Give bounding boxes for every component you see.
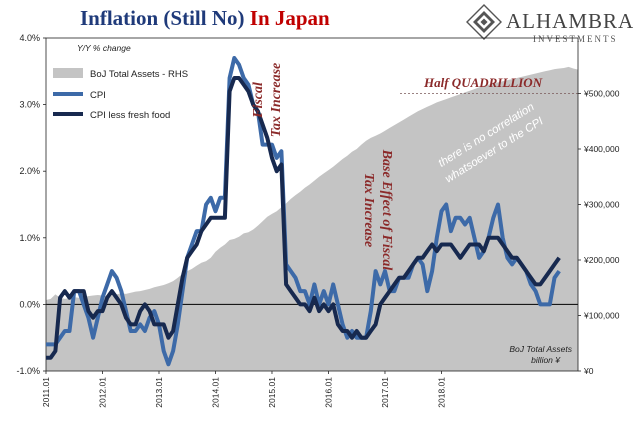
y-tick-label: 0.0% — [19, 299, 40, 309]
annotation-half-quadrillion: Half QUADRILLION — [423, 75, 543, 90]
legend-swatch-assets — [53, 68, 83, 78]
annotation-base-effect-line2: Tax Increase — [361, 173, 376, 248]
y2-axis-label: BoJ Total Assets — [509, 344, 572, 354]
x-tick-label: 2018.01 — [436, 377, 446, 408]
y2-axis-unit: billion ¥ — [531, 355, 561, 365]
legend-label: CPI — [90, 90, 106, 101]
x-tick-label: 2011.01 — [41, 377, 51, 407]
legend-label: BoJ Total Assets - RHS — [90, 69, 188, 80]
annotation-tax-increase: Tax Increase — [269, 63, 284, 138]
annotation-fiscal: Fiscal — [251, 82, 266, 119]
alhambra-logo: ALHAMBRA INVESTMENTS — [466, 4, 636, 48]
y-tick-label: 4.0% — [19, 33, 40, 43]
series-line-cpi — [46, 56, 561, 367]
x-tick-label: 2016.01 — [323, 377, 333, 408]
chart-title: Inflation (Still No) In Japan — [80, 6, 330, 31]
logo-name: ALHAMBRA — [506, 9, 635, 33]
y2-tick-label: ¥0 — [583, 366, 594, 376]
x-tick-label: 2013.01 — [154, 377, 164, 408]
chart-title-part-1: Inflation (Still No) — [80, 6, 245, 30]
series-line-cpi-less-fresh-food — [46, 76, 561, 360]
y-tick-label: 2.0% — [19, 166, 40, 176]
logo-subtitle: INVESTMENTS — [533, 34, 618, 44]
y2-tick-label: ¥400,000 — [583, 144, 620, 154]
annotation-base-effect: Base Effect of Fiscal — [379, 149, 394, 271]
y-tick-label: -1.0% — [16, 366, 40, 376]
y-tick-label: 1.0% — [19, 233, 40, 243]
x-tick-label: 2012.01 — [97, 377, 107, 408]
y-tick-label: 3.0% — [19, 100, 40, 110]
y2-tick-label: ¥100,000 — [583, 311, 620, 321]
legend-label: CPI less fresh food — [90, 110, 170, 121]
x-tick-label: 2017.01 — [380, 377, 390, 408]
y-axis-label: Y/Y % change — [77, 43, 131, 53]
y2-tick-label: ¥200,000 — [583, 255, 620, 265]
x-tick-label: 2015.01 — [267, 377, 277, 408]
chart-title-part-2: In Japan — [249, 6, 330, 30]
y2-tick-label: ¥500,000 — [583, 89, 620, 99]
x-tick-label: 2014.01 — [210, 377, 220, 408]
y2-tick-label: ¥300,000 — [583, 200, 620, 210]
alhambra-logo-icon — [466, 4, 502, 40]
